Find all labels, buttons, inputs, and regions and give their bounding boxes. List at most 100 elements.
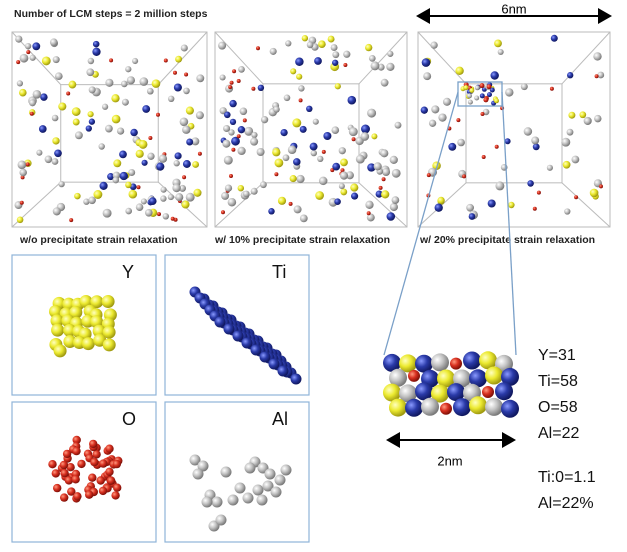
atom [256, 46, 260, 50]
simulation-boxes [12, 32, 610, 227]
atom [88, 111, 94, 117]
atom [152, 79, 161, 88]
atom [294, 205, 302, 213]
atom [136, 150, 144, 158]
atom [58, 102, 66, 110]
atom [374, 162, 382, 170]
atom [379, 186, 383, 190]
atom [281, 465, 292, 476]
atom [223, 125, 230, 132]
atom [100, 182, 108, 190]
atom [382, 177, 386, 181]
atom [498, 49, 504, 55]
atom [39, 125, 47, 133]
atom [66, 92, 70, 96]
atom [60, 469, 68, 477]
atom [392, 169, 401, 178]
atom [93, 41, 100, 48]
atom [229, 174, 233, 178]
atom [272, 148, 280, 156]
atom [289, 202, 293, 206]
atom [113, 159, 121, 167]
atom [99, 459, 107, 467]
atom [296, 74, 302, 80]
atom [469, 396, 487, 414]
atom [75, 131, 83, 139]
atom [380, 149, 388, 157]
atom [89, 440, 97, 448]
atom [102, 295, 115, 308]
atom [494, 40, 502, 48]
atom [310, 143, 318, 151]
atom [184, 73, 188, 77]
atom [168, 96, 174, 102]
atom [251, 132, 257, 138]
atom [212, 497, 223, 508]
atom [17, 216, 24, 223]
atom [257, 495, 268, 506]
atom [318, 40, 326, 48]
atom [257, 148, 265, 156]
atom [405, 399, 423, 417]
atom [313, 119, 319, 125]
atom [50, 38, 58, 46]
atom [421, 398, 439, 416]
atom [340, 172, 348, 180]
atom [295, 58, 303, 66]
atom [395, 122, 402, 129]
atom [54, 344, 67, 357]
atom [60, 461, 68, 469]
atom [307, 42, 314, 49]
atom [147, 88, 154, 95]
atom [288, 146, 297, 155]
atom [89, 86, 96, 93]
atom [93, 190, 102, 199]
atom [149, 197, 157, 205]
atom [220, 74, 226, 80]
atom [68, 81, 76, 89]
atom [73, 119, 80, 126]
atom [260, 352, 271, 363]
atom [160, 195, 166, 201]
atom [141, 198, 147, 204]
atom [332, 163, 340, 171]
atom [198, 152, 202, 156]
atom [99, 487, 107, 495]
atom [561, 138, 570, 147]
atom [103, 209, 112, 218]
atom [202, 497, 213, 508]
zoomed-cluster [383, 351, 519, 418]
atom [88, 58, 94, 64]
atom [243, 118, 247, 122]
atom [164, 59, 168, 63]
atom [86, 68, 94, 76]
atom [464, 85, 469, 90]
atom [36, 150, 42, 156]
atom [371, 133, 377, 139]
atom [156, 162, 164, 170]
atom [597, 72, 604, 79]
atom [258, 85, 264, 91]
atom [163, 213, 169, 219]
atom [243, 493, 254, 504]
atom [16, 60, 20, 64]
atom [113, 177, 120, 184]
atom [485, 367, 503, 385]
atom [111, 491, 119, 499]
atom [331, 44, 338, 51]
atom [52, 137, 59, 144]
atom [17, 80, 23, 86]
atom [103, 338, 116, 351]
atom [235, 483, 246, 494]
atom [485, 398, 503, 416]
atom [283, 154, 290, 161]
atom [480, 93, 485, 98]
atom [275, 475, 286, 486]
atom [319, 177, 328, 186]
atom [435, 204, 443, 212]
atom [339, 183, 345, 189]
atom [107, 476, 115, 484]
atom [111, 94, 119, 102]
atom [242, 338, 253, 349]
atom [102, 104, 108, 110]
